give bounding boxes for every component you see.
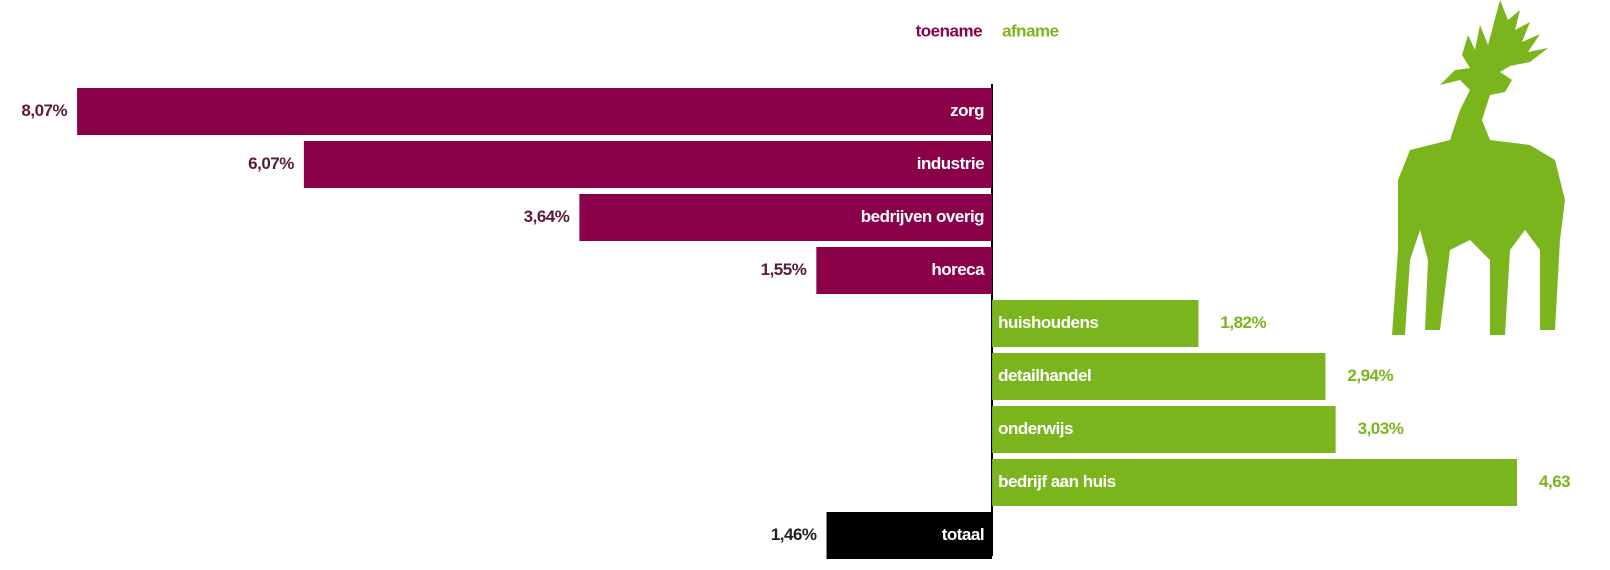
bar-category-label: onderwijs [998, 419, 1073, 438]
value-label: 4,63 [1539, 472, 1570, 491]
value-label: 3,03% [1358, 419, 1404, 438]
bar-category-label: bedrijven overig [861, 207, 984, 226]
legend-label: afname [1002, 21, 1059, 40]
value-label: 1,46% [771, 525, 817, 544]
value-label: 2,94% [1347, 366, 1393, 385]
bar-category-label: horeca [931, 260, 985, 279]
bar [816, 247, 993, 294]
bar-category-label: detailhandel [998, 366, 1091, 385]
value-label: 8,07% [21, 101, 67, 120]
bar-category-label: huishoudens [998, 313, 1098, 332]
bar-category-label: industrie [917, 154, 984, 173]
bar [77, 88, 993, 135]
bar [992, 300, 1199, 347]
bar [826, 512, 993, 559]
bar [992, 459, 1518, 506]
value-label: 6,07% [248, 154, 294, 173]
bar [303, 141, 993, 188]
bar [992, 353, 1326, 400]
bar [579, 194, 993, 241]
legend-label: toename [916, 21, 982, 40]
bar-category-label: bedrijf aan huis [998, 472, 1116, 491]
value-label: 1,55% [761, 260, 807, 279]
bar-category-label: totaal [942, 525, 984, 544]
deer-icon [1392, 0, 1565, 335]
value-label: 3,64% [524, 207, 570, 226]
bar [992, 406, 1336, 453]
value-label: 1,82% [1220, 313, 1266, 332]
bar-category-label: zorg [950, 101, 984, 120]
